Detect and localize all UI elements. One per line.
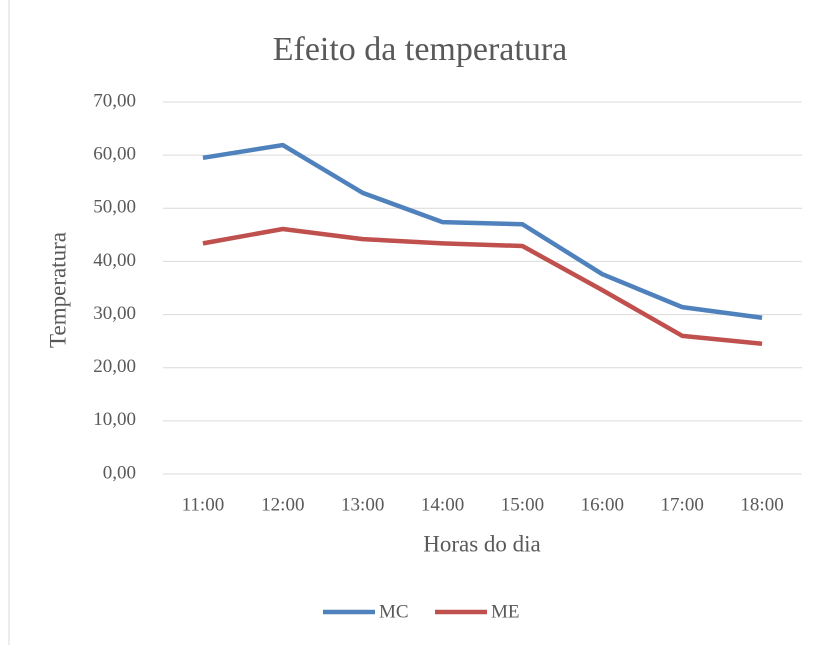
y-tick-label: 70,00: [93, 90, 136, 111]
x-tick-label: 17:00: [661, 494, 704, 515]
y-tick-label: 40,00: [93, 250, 136, 271]
legend-label: MC: [379, 601, 409, 622]
x-tick-label: 11:00: [182, 494, 225, 515]
chart-title: Efeito da temperatura: [273, 31, 568, 68]
data-line: [202, 142, 763, 320]
x-tick-label: 13:00: [341, 494, 384, 515]
y-tick-label: 0,00: [103, 462, 136, 483]
x-tick-label: 16:00: [581, 494, 624, 515]
legend-label: ME: [491, 601, 520, 622]
y-tick-label: 10,00: [93, 409, 136, 430]
x-tick-label: 12:00: [261, 494, 304, 515]
y-tick-label: 50,00: [93, 197, 136, 218]
y-tick-label: 30,00: [93, 303, 136, 324]
y-axis-label: Temperatura: [45, 232, 70, 348]
x-tick-label: 14:00: [421, 494, 464, 515]
x-tick-label: 15:00: [501, 494, 544, 515]
y-tick-label: 60,00: [93, 144, 136, 165]
x-tick-label: 18:00: [740, 494, 783, 515]
x-axis-label: Horas do dia: [423, 531, 541, 556]
y-tick-label: 20,00: [93, 356, 136, 377]
data-line: [202, 226, 763, 347]
